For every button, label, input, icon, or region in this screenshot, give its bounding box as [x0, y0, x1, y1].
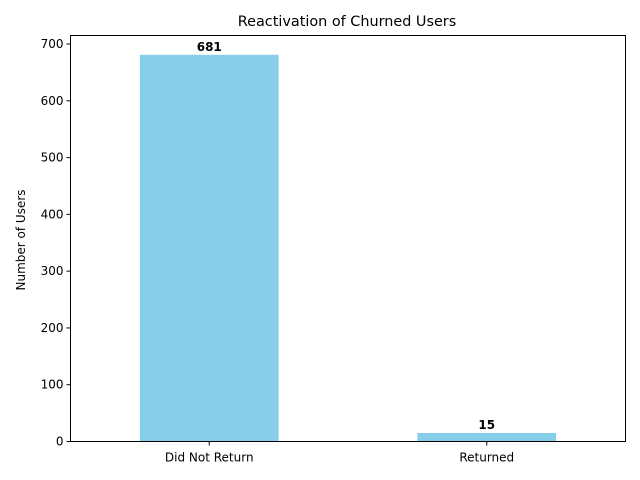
x-tick-label-returned: Returned [459, 451, 514, 465]
y-tick-label-300: 300 [41, 264, 64, 278]
y-tick-label-500: 500 [41, 151, 64, 165]
y-tick-label-700: 700 [41, 37, 64, 51]
y-tick-label-100: 100 [41, 378, 64, 392]
data-label-did-not-return: 681 [197, 40, 222, 54]
chart-title: Reactivation of Churned Users [238, 14, 456, 30]
x-tick-label-did-not-return: Did Not Return [165, 451, 254, 465]
bar-returned [417, 432, 557, 442]
y-axis-label: Number of Users [14, 189, 28, 290]
y-tick-label-200: 200 [41, 321, 64, 335]
bar-did-not-return [139, 54, 279, 442]
plot-area: 681 Did Not Return 15 Returned 0 100 200 300 400… [41, 35, 626, 465]
y-tick-label-400: 400 [41, 207, 64, 221]
y-tick-label-0: 0 [56, 435, 64, 449]
y-tick-label-600: 600 [41, 94, 64, 108]
axes-frame [70, 35, 626, 442]
data-label-returned: 15 [478, 418, 495, 432]
